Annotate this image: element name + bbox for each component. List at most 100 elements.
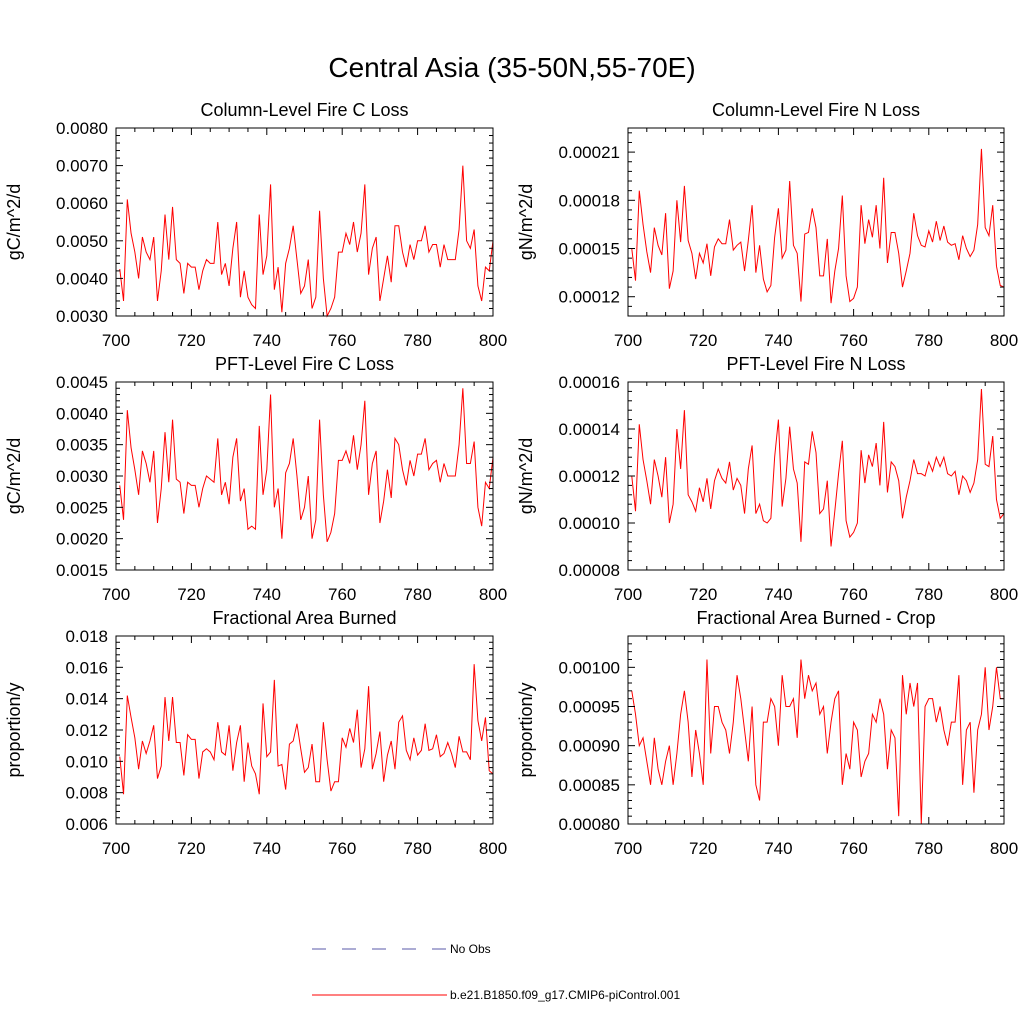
y-tick-label: 0.00018	[559, 191, 620, 210]
plot-frame	[115, 127, 494, 317]
y-tick-label: 0.00080	[559, 815, 620, 834]
y-tick-label: 0.00008	[559, 561, 620, 580]
x-tick-label: 720	[177, 331, 205, 350]
x-tick-label: 740	[764, 331, 792, 350]
y-axis-label: gC/m^2/d	[4, 438, 24, 514]
y-tick-label: 0.0050	[56, 232, 108, 251]
y-tick-label: 0.00016	[559, 373, 620, 392]
series-line	[631, 389, 1005, 547]
panel-5: 700 720 740 760 780 800 0.006 0.008 0.010 0.012 0.…	[4, 608, 507, 858]
y-tick-label: 0.0040	[56, 269, 108, 288]
x-tick-label: 800	[479, 331, 507, 350]
x-tick-label: 760	[839, 585, 867, 604]
plot-frame	[627, 635, 1005, 825]
y-tick-label: 0.0045	[56, 373, 108, 392]
x-tick-label: 740	[764, 585, 792, 604]
x-tick-label: 700	[614, 839, 642, 858]
y-tick-label: 0.0015	[56, 561, 108, 580]
y-tick-label: 0.00012	[559, 288, 620, 307]
y-tick-label: 0.006	[65, 815, 108, 834]
y-tick-label: 0.00021	[559, 143, 620, 162]
y-tick-label: 0.00090	[559, 737, 620, 756]
x-tick-label: 780	[403, 331, 431, 350]
y-tick-label: 0.018	[65, 627, 108, 646]
x-tick-label: 800	[479, 585, 507, 604]
y-tick-label: 0.008	[65, 784, 108, 803]
x-tick-label: 760	[328, 585, 356, 604]
panel-title: Column-Level Fire C Loss	[200, 100, 408, 120]
x-tick-label: 700	[102, 331, 130, 350]
legend-label: No Obs	[450, 942, 491, 956]
y-tick-label: 0.0035	[56, 436, 108, 455]
x-tick-label: 780	[403, 839, 431, 858]
y-tick-label: 0.00085	[559, 776, 620, 795]
y-tick-label: 0.012	[65, 721, 108, 740]
y-axis-label: proportion/y	[4, 682, 24, 777]
x-tick-label: 760	[839, 839, 867, 858]
y-tick-label: 0.0060	[56, 194, 108, 213]
panel-title: Fractional Area Burned	[212, 608, 396, 628]
series-line	[631, 659, 1004, 825]
y-tick-label: 0.00095	[559, 698, 620, 717]
x-tick-label: 780	[915, 839, 943, 858]
y-tick-label: 0.010	[65, 752, 108, 771]
x-tick-label: 760	[328, 839, 356, 858]
panel-3: 700 720 740 760 780 800 0.0015 0.0020 0.0025 0.00…	[4, 354, 507, 604]
x-tick-label: 720	[689, 839, 717, 858]
x-tick-label: 800	[479, 839, 507, 858]
y-axis-label: gC/m^2/d	[4, 184, 24, 260]
x-tick-label: 800	[990, 331, 1018, 350]
series-line	[119, 664, 494, 795]
x-tick-label: 720	[177, 839, 205, 858]
panel-title: PFT-Level Fire C Loss	[215, 354, 394, 374]
plot-frame	[627, 127, 1005, 317]
y-tick-label: 0.0030	[56, 307, 108, 326]
series-line	[119, 388, 494, 542]
x-tick-label: 720	[177, 585, 205, 604]
y-tick-label: 0.0040	[56, 404, 108, 423]
x-tick-label: 760	[328, 331, 356, 350]
y-tick-label: 0.00014	[559, 420, 620, 439]
panel-2: 700 720 740 760 780 800 0.00012 0.00015 0.00018 0…	[516, 100, 1018, 350]
x-tick-label: 700	[614, 331, 642, 350]
x-tick-label: 740	[253, 839, 281, 858]
series-line	[631, 148, 1005, 304]
y-tick-label: 0.0070	[56, 157, 108, 176]
x-tick-label: 800	[990, 839, 1018, 858]
y-tick-label: 0.0025	[56, 498, 108, 517]
y-tick-label: 0.00012	[559, 467, 620, 486]
panel-title: Column-Level Fire N Loss	[712, 100, 920, 120]
y-tick-label: 0.0020	[56, 530, 108, 549]
plot-frame	[115, 381, 494, 571]
x-tick-label: 700	[102, 839, 130, 858]
panel-title: PFT-Level Fire N Loss	[726, 354, 905, 374]
x-tick-label: 780	[915, 331, 943, 350]
y-tick-label: 0.00100	[559, 658, 620, 677]
y-tick-label: 0.016	[65, 658, 108, 677]
y-tick-label: 0.0030	[56, 467, 108, 486]
legend-label: b.e21.B1850.f09_g17.CMIP6-piControl.001	[450, 988, 680, 1002]
x-tick-label: 800	[990, 585, 1018, 604]
y-tick-label: 0.0080	[56, 119, 108, 138]
plot-frame	[115, 635, 494, 825]
y-axis-label: gN/m^2/d	[516, 184, 536, 260]
legend: No Obs b.e21.B1850.f09_g17.CMIP6-piContro…	[312, 942, 680, 1002]
series-line	[119, 165, 494, 318]
y-tick-label: 0.00015	[559, 240, 620, 259]
x-tick-label: 740	[253, 585, 281, 604]
x-tick-label: 720	[689, 585, 717, 604]
panel-1: 700 720 740 760 780 800 0.0030 0.0040 0.0050 0.00…	[4, 100, 507, 350]
panel-4: 700 720 740 760 780 800 0.00008 0.00010 0.00012 0…	[516, 354, 1018, 604]
y-tick-label: 0.00010	[559, 514, 620, 533]
panel-title: Fractional Area Burned - Crop	[696, 608, 935, 628]
figure-title: Central Asia (35-50N,55-70E)	[328, 52, 696, 83]
y-axis-label: proportion/y	[516, 682, 536, 777]
y-tick-label: 0.014	[65, 690, 108, 709]
x-tick-label: 760	[839, 331, 867, 350]
x-tick-label: 780	[403, 585, 431, 604]
panel-6: 700 720 740 760 780 800 0.00080 0.00085 0.00090 0…	[516, 608, 1018, 858]
x-tick-label: 700	[102, 585, 130, 604]
x-tick-label: 720	[689, 331, 717, 350]
x-tick-label: 700	[614, 585, 642, 604]
